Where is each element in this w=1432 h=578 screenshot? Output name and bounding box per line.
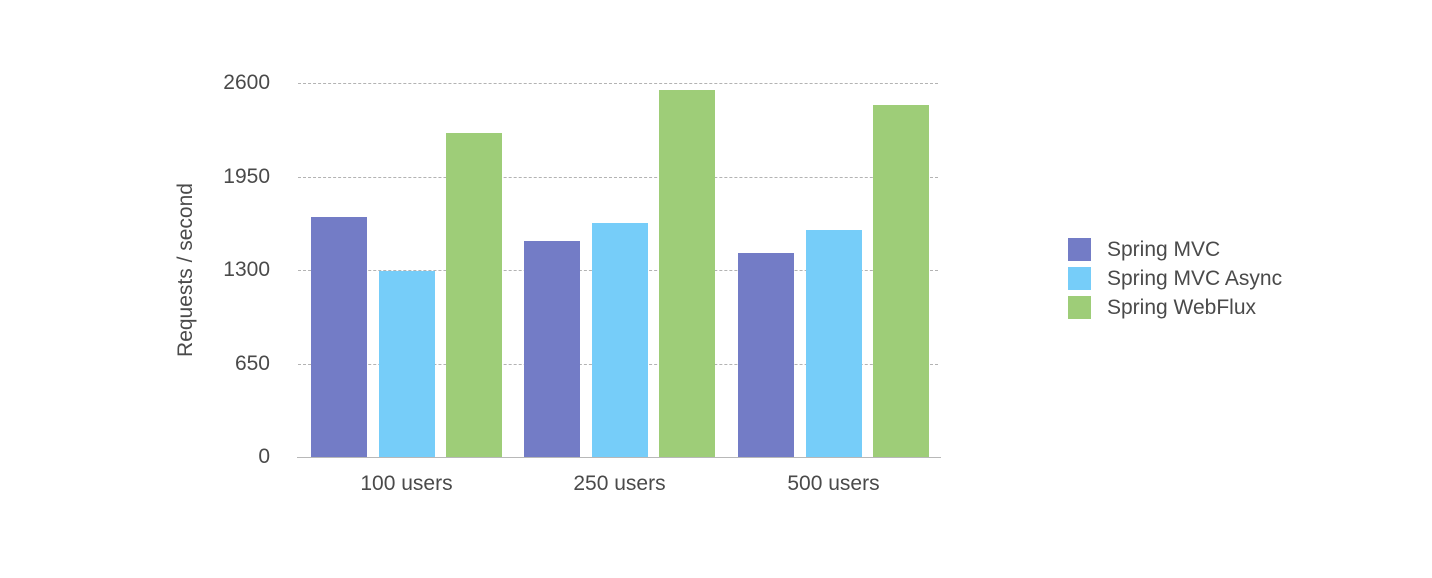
legend: Spring MVC Spring MVC Async Spring WebFlux bbox=[1068, 235, 1282, 322]
legend-swatch bbox=[1068, 267, 1091, 290]
bar bbox=[659, 90, 715, 457]
legend-swatch bbox=[1068, 238, 1091, 261]
y-tick-label: 1300 bbox=[223, 258, 270, 281]
bar bbox=[873, 104, 929, 457]
legend-label: Spring WebFlux bbox=[1107, 295, 1257, 319]
bar bbox=[805, 229, 862, 457]
legend-label: Spring MVC bbox=[1107, 237, 1221, 261]
legend-item: Spring MVC bbox=[1068, 235, 1282, 264]
y-tick-label: 0 bbox=[258, 445, 270, 468]
legend-label: Spring MVC Async bbox=[1107, 266, 1283, 290]
y-tick-label: 1950 bbox=[223, 164, 270, 188]
bar bbox=[524, 241, 580, 457]
x-tick-label: 100 users bbox=[360, 472, 453, 495]
bar bbox=[311, 216, 367, 457]
legend-item: Spring WebFlux bbox=[1068, 293, 1282, 322]
bar bbox=[446, 133, 502, 457]
legend-swatch bbox=[1068, 296, 1091, 319]
x-axis-line bbox=[297, 457, 941, 458]
x-tick-label: 500 users bbox=[787, 472, 880, 495]
legend-item: Spring MVC Async bbox=[1068, 264, 1282, 293]
bar bbox=[591, 222, 648, 457]
bar bbox=[378, 271, 435, 457]
y-tick-label: 2600 bbox=[223, 71, 270, 94]
y-axis-label: Requests / second bbox=[174, 183, 197, 357]
gridline bbox=[298, 83, 938, 84]
y-tick-label: 650 bbox=[234, 351, 270, 375]
x-tick-label: 250 users bbox=[573, 472, 666, 495]
gridline bbox=[298, 176, 938, 178]
bar bbox=[738, 252, 794, 457]
